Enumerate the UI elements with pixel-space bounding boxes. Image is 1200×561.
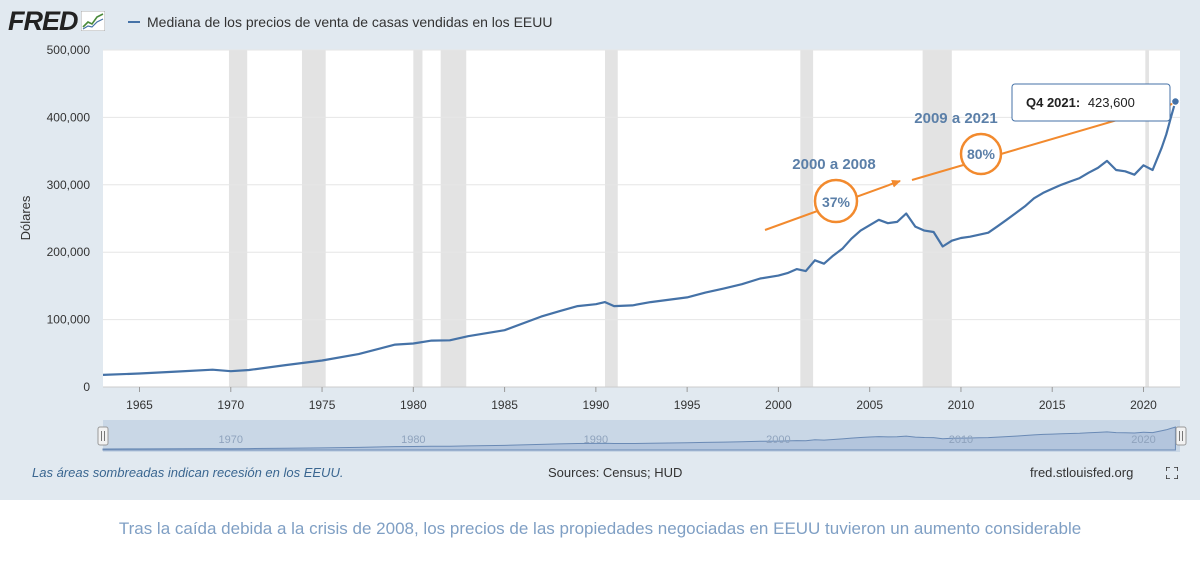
last-data-point[interactable] (1170, 96, 1181, 107)
x-tick-label: 1985 (491, 398, 518, 412)
y-tick-label: 300,000 (47, 178, 91, 192)
pct-2000-2008: 37% (822, 194, 851, 210)
navigator-area (102, 426, 1176, 451)
pct-circle-2000-2008 (813, 178, 859, 224)
navigator-tick-label: 1990 (584, 434, 608, 446)
recession-band (301, 50, 326, 387)
y-axis-ticks: 0 100,000 200,000 300,000 400,000 500,000 (47, 43, 91, 394)
x-axis-ticks: 1965 1970 1975 1980 1985 1990 1995 2000 2005 2010… (126, 387, 1157, 412)
recession-band (922, 50, 952, 387)
label-2000-2008: 2000 a 2008 (792, 156, 875, 173)
caption: Tras la caída debida a la crisis de 2008… (118, 519, 1082, 538)
svg-text:Q4 2021: 423,600: Q4 2021: 423,600 (1026, 95, 1135, 110)
navigator-handle-left[interactable] (97, 426, 109, 446)
y-tick-label: 100,000 (47, 313, 91, 327)
x-tick-label: 1995 (674, 398, 701, 412)
navigator-tick-label: 2000 (766, 434, 790, 446)
legend-label: Mediana de los precios de venta de casas… (147, 14, 553, 30)
legend-swatch (128, 21, 140, 23)
x-tick-label: 1975 (309, 398, 336, 412)
logo-graph-icon (80, 11, 105, 31)
navigator-tick-label: 2010 (949, 434, 973, 446)
navigator-tick-label: 1980 (401, 434, 425, 446)
x-tick-label: 2005 (856, 398, 883, 412)
fullscreen-icon[interactable] (1166, 467, 1178, 479)
recession-band (413, 50, 423, 387)
recession-band (604, 50, 618, 387)
recession-bands (228, 50, 1149, 387)
pct-circle-2009-2021 (959, 132, 1003, 176)
recession-note: Las áreas sombreadas indican recesión en… (32, 465, 344, 480)
recession-band (1145, 50, 1149, 387)
x-tick-label: 1990 (583, 398, 610, 412)
chart-legend: Mediana de los precios de venta de casas… (128, 12, 552, 32)
x-tick-label: 2010 (948, 398, 975, 412)
grid-lines (103, 49, 1180, 388)
tooltip: Q4 2021: 423,600 (1011, 83, 1171, 122)
recession-band (440, 50, 467, 387)
y-tick-label: 200,000 (47, 245, 91, 259)
site-link[interactable]: fred.stlouisfed.org (1030, 465, 1134, 480)
navigator-tick-label: 2020 (1131, 434, 1155, 446)
logo-text: FRED (8, 5, 78, 36)
fred-logo[interactable]: FRED (8, 6, 105, 36)
label-2009-2021: 2009 a 2021 (914, 110, 997, 127)
recession-band (228, 50, 248, 387)
navigator-tick-label: 1970 (219, 434, 243, 446)
y-tick-label: 500,000 (47, 43, 91, 57)
navigator-ticks: 1970 1980 1990 2000 2010 2020 (219, 434, 1156, 446)
x-tick-label: 1965 (126, 398, 153, 412)
pct-2009-2021: 80% (967, 146, 996, 162)
x-tick-label: 1970 (217, 398, 244, 412)
series-line (102, 101, 1177, 376)
y-tick-label: 400,000 (47, 110, 91, 124)
x-tick-label: 2000 (765, 398, 792, 412)
recession-band (800, 50, 814, 387)
sources-text: Sources: Census; HUD (548, 465, 683, 480)
plot-area (103, 50, 1180, 387)
x-tick-label: 2015 (1039, 398, 1066, 412)
tooltip-value: 423,600 (1088, 95, 1135, 110)
range-navigator[interactable]: 1970 1980 1990 2000 2010 2020 (97, 420, 1187, 452)
chart-svg: 0 100,000 200,000 300,000 400,000 500,000 196… (18, 43, 1187, 452)
navigator-handle-right[interactable] (1175, 426, 1187, 446)
y-axis-label: Dólares (18, 195, 33, 240)
tooltip-period: Q4 2021: (1026, 95, 1080, 110)
y-tick-label: 0 (83, 380, 90, 394)
x-tick-label: 2020 (1130, 398, 1157, 412)
x-tick-label: 1980 (400, 398, 427, 412)
